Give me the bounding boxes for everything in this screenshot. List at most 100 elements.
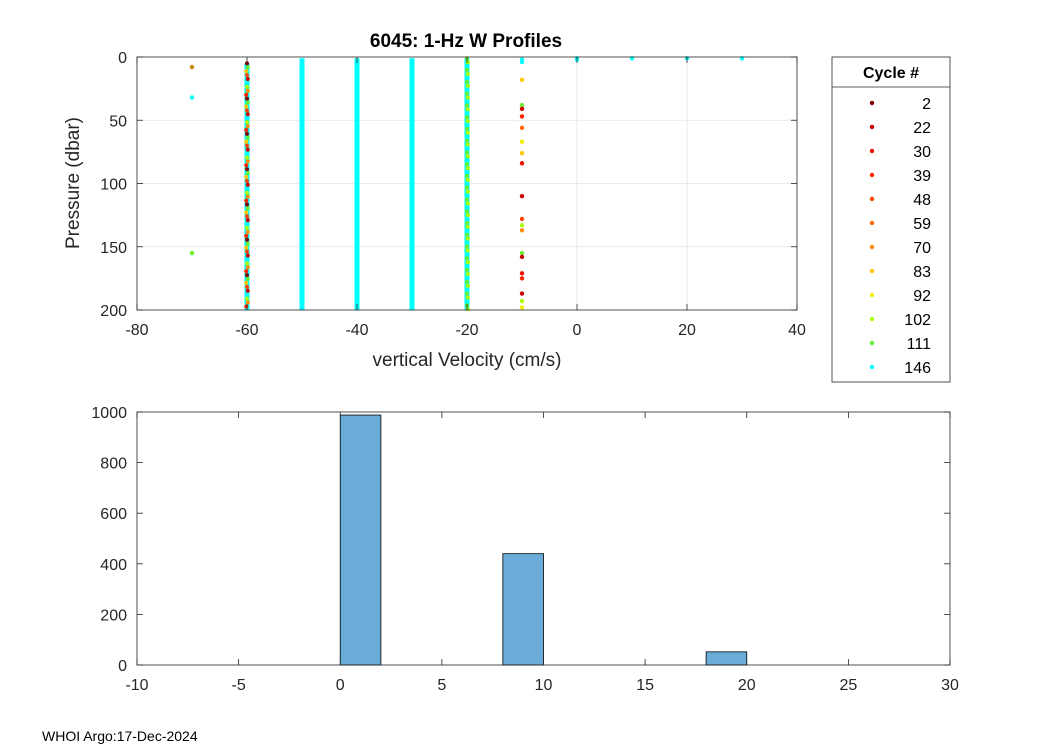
data-point xyxy=(519,59,525,65)
data-point xyxy=(245,194,250,199)
x-axis-label: vertical Velocity (cm/s) xyxy=(373,350,562,371)
legend-label: 83 xyxy=(913,264,931,281)
data-point xyxy=(245,77,250,82)
data-point xyxy=(465,185,469,190)
x-tick-label: 5 xyxy=(437,677,446,694)
data-point xyxy=(465,142,470,147)
data-point xyxy=(519,102,525,108)
y-tick-label: 200 xyxy=(100,607,127,624)
data-point xyxy=(519,298,525,304)
data-point xyxy=(465,107,470,112)
data-point xyxy=(465,232,469,237)
data-point xyxy=(465,71,470,76)
legend-marker xyxy=(869,124,875,130)
data-point xyxy=(465,115,469,120)
legend-label: 48 xyxy=(913,192,931,209)
data-point xyxy=(519,125,525,131)
data-point xyxy=(245,171,250,176)
scatter-x-ticks: -80 -60 -40 -20 0 20 40 xyxy=(125,57,806,339)
data-point xyxy=(245,143,249,148)
profile-column xyxy=(464,56,470,312)
data-point xyxy=(519,228,525,233)
x-tick-label: 15 xyxy=(636,677,654,694)
data-point xyxy=(245,284,249,289)
data-point xyxy=(465,95,470,100)
x-tick-label: 25 xyxy=(839,677,857,694)
data-point xyxy=(245,202,249,207)
data-point xyxy=(465,201,470,206)
x-tick-label: -20 xyxy=(455,322,478,339)
x-tick-label: 10 xyxy=(535,677,553,694)
legend-marker xyxy=(869,100,875,106)
legend-label: 92 xyxy=(913,288,931,305)
data-point xyxy=(465,209,469,214)
data-point xyxy=(465,295,470,300)
data-point xyxy=(465,256,469,261)
data-point xyxy=(245,273,249,278)
data-point xyxy=(465,291,469,296)
data-point xyxy=(465,103,469,108)
data-point xyxy=(244,233,249,238)
y-tick-label: 50 xyxy=(109,113,127,130)
data-point xyxy=(245,182,250,187)
data-point xyxy=(245,73,249,78)
data-point xyxy=(244,139,249,144)
data-point xyxy=(519,276,525,281)
data-point xyxy=(245,253,250,258)
histogram-bar xyxy=(705,651,748,666)
data-point xyxy=(465,236,470,241)
data-point xyxy=(244,280,249,285)
data-point xyxy=(245,135,250,140)
legend-marker xyxy=(869,148,875,154)
histogram-bar xyxy=(339,414,382,666)
legend-label: 39 xyxy=(913,168,931,185)
data-point xyxy=(245,108,249,113)
data-point xyxy=(244,104,249,109)
data-point xyxy=(465,60,470,65)
data-point xyxy=(245,249,249,254)
x-tick-label: -80 xyxy=(125,322,148,339)
data-point xyxy=(519,250,525,256)
data-point xyxy=(465,154,470,159)
x-tick-label: -60 xyxy=(235,322,258,339)
profile-column xyxy=(244,61,250,310)
data-point xyxy=(244,175,249,180)
data-point xyxy=(245,96,249,101)
data-point xyxy=(465,119,470,124)
data-point xyxy=(465,126,469,131)
x-tick-label: 30 xyxy=(941,677,959,694)
data-point xyxy=(519,305,525,310)
data-point xyxy=(245,296,249,301)
y-tick-label: 600 xyxy=(100,506,127,523)
y-tick-label: 150 xyxy=(100,240,127,257)
legend-box xyxy=(831,56,951,383)
data-point xyxy=(465,220,469,225)
x-tick-label: 0 xyxy=(573,322,582,339)
footer-source: WHOI Argo xyxy=(42,728,113,744)
data-point xyxy=(465,130,470,135)
data-point xyxy=(245,124,250,129)
data-point xyxy=(244,304,249,309)
data-point xyxy=(245,277,250,282)
data-point xyxy=(244,92,249,97)
legend-label: 146 xyxy=(904,360,931,377)
y-tick-label: 0 xyxy=(118,50,127,67)
legend-label: 22 xyxy=(913,120,931,137)
x-tick-label: 20 xyxy=(678,322,696,339)
y-tick-label: 200 xyxy=(100,303,127,320)
histogram-bar xyxy=(502,553,544,666)
y-tick-label: 0 xyxy=(118,658,127,675)
legend-marker xyxy=(869,316,875,322)
data-point xyxy=(245,206,250,211)
data-point xyxy=(465,79,469,84)
data-point xyxy=(465,248,470,253)
legend-marker xyxy=(869,268,875,274)
data-point xyxy=(519,254,525,260)
data-point xyxy=(465,197,469,202)
legend-marker xyxy=(869,292,875,298)
data-point xyxy=(189,250,195,256)
legend-marker xyxy=(869,244,875,250)
footer-date: 17-Dec-2024 xyxy=(117,728,198,744)
